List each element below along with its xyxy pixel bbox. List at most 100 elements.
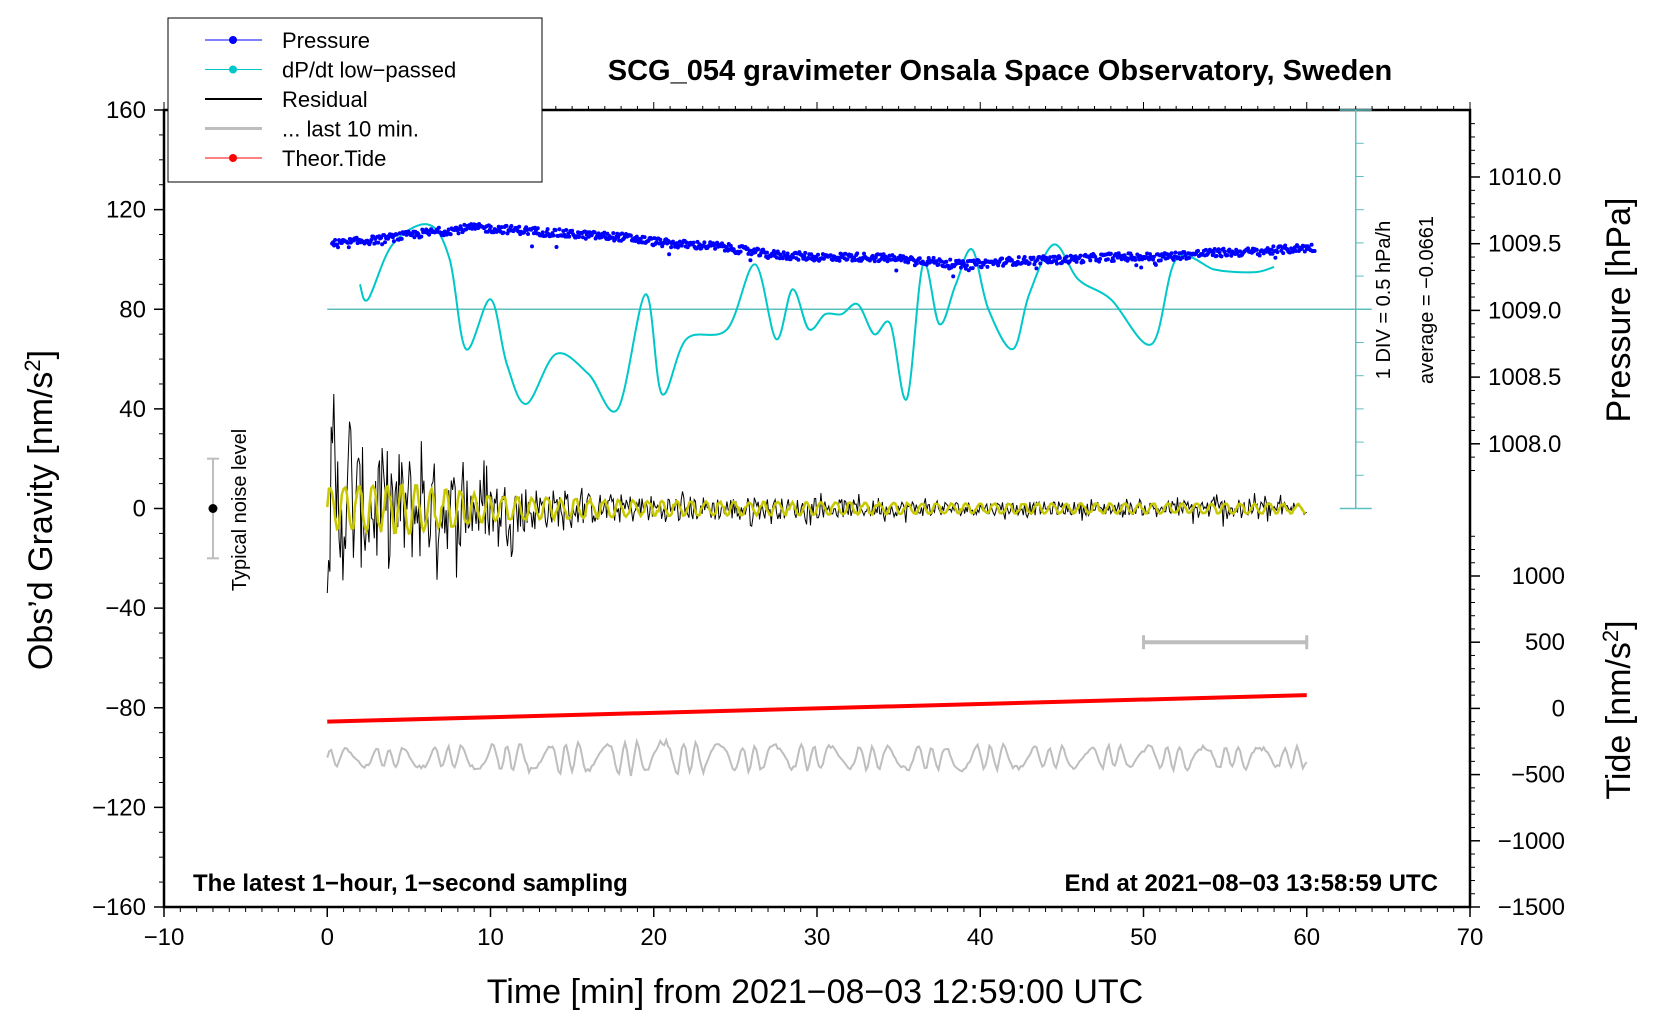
pressure-point: [501, 230, 506, 235]
last-10-min-bar: [1142, 635, 1309, 650]
y-tick-label: 160: [106, 97, 146, 124]
pressure-point: [1183, 253, 1188, 258]
pressure-point: [1139, 265, 1144, 270]
pressure-point: [636, 240, 641, 245]
tide-tick-label: 500: [1525, 629, 1565, 656]
pressure-point: [499, 225, 504, 230]
pressure-point: [702, 240, 707, 245]
pressure-point: [1031, 255, 1036, 260]
legend-swatch-dot: [229, 65, 237, 74]
pressure-point: [862, 251, 866, 256]
pressure-point: [522, 230, 527, 235]
pressure-tick-label: 1009.0: [1488, 297, 1561, 324]
y-tick-label: 40: [119, 396, 146, 423]
x-tick-label: 20: [640, 924, 667, 951]
series-residual: [326, 393, 1307, 594]
pressure-point: [554, 245, 559, 249]
pressure-point: [620, 231, 625, 236]
pressure-point: [1055, 261, 1059, 266]
pressure-point: [931, 255, 936, 260]
tide-axis-title: Tide [nm/s2]: [1598, 620, 1639, 799]
series-residual-lowpass: [326, 483, 1307, 536]
pressure-point: [610, 235, 615, 240]
pressure-tick-label: 1009.5: [1488, 231, 1561, 258]
y-tick-label: 120: [106, 197, 146, 224]
pressure-point: [894, 268, 899, 273]
pressure-point: [781, 250, 786, 255]
pressure-point: [427, 232, 432, 237]
pressure-point: [996, 263, 1001, 268]
pressure-tick-label: 1008.0: [1488, 431, 1561, 458]
pressure-point: [530, 244, 534, 249]
chart-title: SCG_054 gravimeter Onsala Space Observat…: [608, 55, 1392, 87]
pressure-point: [1064, 254, 1069, 259]
x-tick-label: 0: [321, 924, 334, 951]
end-note: End at 2021−08−03 13:58:59 UTC: [1064, 870, 1438, 897]
pressure-point: [1009, 258, 1014, 263]
pressure-point: [1034, 266, 1039, 271]
series-theor-tide: [327, 693, 1307, 724]
x-tick-label: 10: [477, 924, 504, 951]
pressure-point: [872, 259, 877, 264]
pressure-point: [1088, 258, 1093, 263]
y-axis-pressure: 1010.0 1009.5 1009.0 1008.5 1008.0: [1470, 123, 1561, 471]
pressure-point: [1219, 254, 1224, 259]
pressure-point: [785, 251, 790, 256]
pressure-point: [488, 224, 493, 229]
pressure-point: [974, 262, 979, 267]
pressure-point: [845, 257, 850, 262]
pressure-point: [1312, 249, 1317, 253]
pressure-point: [1057, 255, 1062, 260]
pressure-point: [914, 261, 919, 266]
pressure-point: [553, 228, 558, 233]
pressure-point: [667, 252, 672, 257]
series-last-10-min: [326, 737, 1308, 777]
pressure-point: [419, 234, 424, 239]
pressure-point: [1078, 253, 1083, 258]
pressure-point: [577, 235, 581, 239]
pressure-point: [642, 235, 647, 240]
pressure-point: [1151, 254, 1156, 259]
y-axis-title: Obs’d Gravity [nm/s2]: [20, 350, 61, 670]
y-tick-label: −160: [92, 894, 146, 921]
y-tick-label: 80: [119, 296, 146, 323]
pressure-point: [746, 251, 751, 256]
pressure-point: [747, 248, 752, 253]
pressure-point: [1283, 243, 1288, 248]
pressure-point: [355, 241, 360, 246]
pressure-point: [870, 253, 875, 258]
tide-tick-label: −1500: [1498, 894, 1565, 921]
legend-swatch-dot: [229, 36, 237, 44]
x-tick-label: 30: [804, 924, 831, 951]
legend: Pressure dP/dt low−passed Residual ... last…: [167, 17, 543, 183]
tide-axis-title-sup: 2: [1598, 630, 1623, 642]
pressure-point: [333, 238, 338, 242]
pressure-point: [611, 231, 616, 236]
pressure-point: [1187, 255, 1192, 260]
pressure-point: [1053, 254, 1057, 259]
pressure-point: [959, 265, 963, 270]
pressure-point: [551, 233, 556, 238]
pressure-point: [1169, 251, 1174, 256]
pressure-point: [828, 253, 833, 258]
pressure-point: [748, 258, 753, 263]
pressure-point: [383, 240, 387, 245]
pressure-point: [517, 224, 522, 229]
y-axis-title-main: Obs’d Gravity [nm/s: [22, 372, 60, 671]
pressure-axis-title: Pressure [hPa]: [1600, 198, 1638, 423]
div-note: 1 DIV = 0.5 hPa/h: [1373, 221, 1395, 379]
pressure-point: [382, 233, 387, 238]
series-dpdt: [358, 223, 1275, 413]
pressure-point: [399, 236, 404, 241]
pressure-point: [765, 250, 769, 255]
tide-axis-title-main: Tide [nm/s: [1600, 642, 1638, 799]
x-tick-label: 70: [1457, 924, 1484, 951]
pressure-point: [456, 231, 461, 236]
pressure-point: [376, 240, 381, 245]
pressure-point: [346, 245, 351, 250]
pressure-point: [1158, 258, 1163, 263]
x-tick-label: 50: [1130, 924, 1157, 951]
pressure-point: [570, 228, 575, 233]
pressure-point: [679, 243, 684, 248]
tide-tick-label: 1000: [1512, 563, 1565, 590]
